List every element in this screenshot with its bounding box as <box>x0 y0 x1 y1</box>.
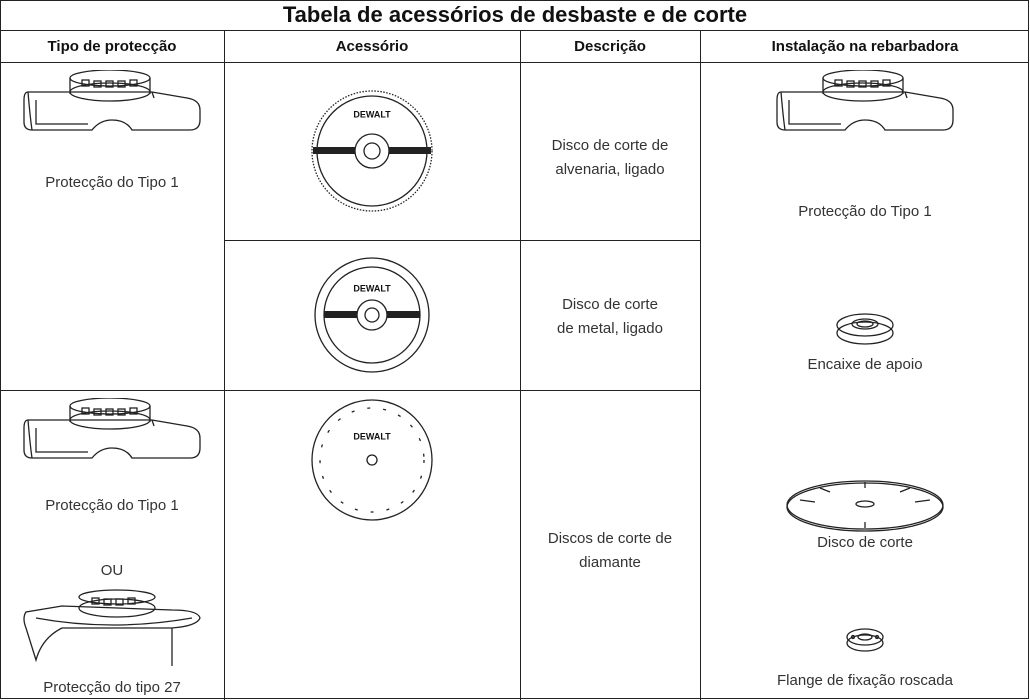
installation-label: Disco de corte <box>817 534 913 551</box>
column-header: Acessório <box>336 38 409 55</box>
cutting-disc <box>786 480 944 532</box>
guard-illustration <box>776 70 954 131</box>
guard-illustration <box>23 589 201 667</box>
table-title: Tabela de acessórios de desbaste e de co… <box>283 2 747 27</box>
description: Disco de corte <box>562 296 658 313</box>
diamond-disc: DEWALT <box>311 399 433 521</box>
guard-label: Protecção do Tipo 1 <box>45 174 178 191</box>
guard-label: Protecção do Tipo 1 <box>45 497 178 514</box>
description: Discos de corte de <box>548 530 672 547</box>
backing-flange <box>836 313 894 345</box>
guard-label: Protecção do tipo 27 <box>43 679 181 696</box>
metal-disc: DEWALT <box>314 257 430 373</box>
description: diamante <box>579 554 641 571</box>
installation-label: Flange de fixação roscada <box>777 672 954 689</box>
column-header: Tipo de protecção <box>48 38 177 55</box>
brand-logo: DEWALT <box>353 431 391 441</box>
column-header: Instalação na rebarbadora <box>772 38 959 55</box>
installation-label: Protecção do Tipo 1 <box>798 203 931 220</box>
description: Disco de corte de <box>552 137 669 154</box>
column-header: Descrição <box>574 38 646 55</box>
brand-logo: DEWALT <box>353 283 391 293</box>
description: alvenaria, ligado <box>555 161 664 178</box>
description: de metal, ligado <box>557 320 663 337</box>
masonry-disc: DEWALT <box>311 90 433 212</box>
threaded-flange <box>846 628 884 652</box>
brand-logo: DEWALT <box>353 109 391 119</box>
guard-illustration <box>23 398 201 459</box>
installation-label: Encaixe de apoio <box>807 356 922 373</box>
or-label: OU <box>101 562 124 579</box>
guard-illustration <box>23 70 201 131</box>
